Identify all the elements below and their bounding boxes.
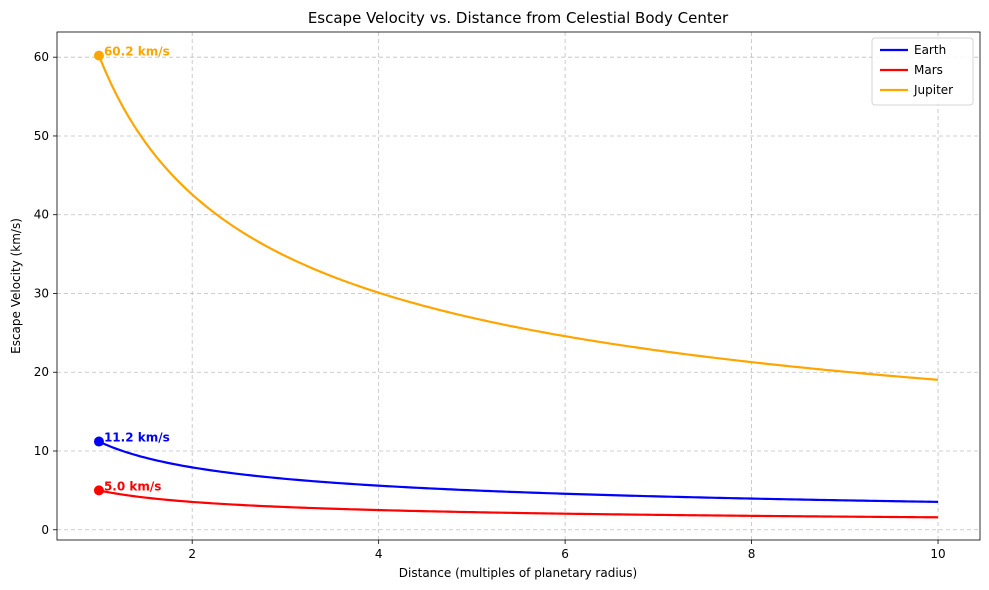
- surface-markers: 11.2 km/s 5.0 km/s 60.2 km/s: [93, 45, 170, 496]
- surface-annotation-jupiter: 60.2 km/s: [104, 45, 170, 59]
- x-tick-label: 2: [188, 547, 196, 561]
- legend-label-mars: Mars: [914, 63, 943, 77]
- plot-frame: [56, 31, 981, 541]
- series-line-jupiter: [97, 55, 939, 381]
- x-axis-label: Distance (multiples of planetary radius): [399, 566, 637, 580]
- series-line-earth: [98, 440, 939, 503]
- y-axis-label: Escape Velocity (km/s): [9, 218, 23, 354]
- surface-annotation-mars: 5.0 km/s: [104, 479, 161, 493]
- series-line-mars: [98, 489, 939, 519]
- y-tick-label: 40: [34, 208, 49, 222]
- surface-marker-mars: [93, 485, 104, 496]
- legend-box: [871, 37, 974, 106]
- legend-label-earth: Earth: [914, 43, 946, 57]
- axis-ticks: 2 4 6 8 10 0 10 20 30 40 50 60: [34, 50, 946, 561]
- surface-annotation-earth: 11.2 km/s: [104, 431, 170, 445]
- x-tick-label: 6: [561, 547, 569, 561]
- chart-title: Escape Velocity vs. Distance from Celest…: [308, 9, 729, 27]
- series-lines: [97, 55, 939, 519]
- grid: [57, 32, 980, 540]
- legend: Earth Mars Jupiter: [871, 37, 974, 106]
- surface-marker-jupiter: [93, 50, 104, 61]
- y-tick-label: 20: [34, 365, 49, 379]
- y-tick-label: 30: [34, 286, 49, 300]
- x-tick-label: 4: [375, 547, 383, 561]
- y-tick-label: 0: [41, 523, 49, 537]
- y-tick-label: 60: [34, 50, 49, 64]
- legend-label-jupiter: Jupiter: [913, 83, 953, 97]
- x-tick-label: 8: [748, 547, 756, 561]
- y-tick-label: 10: [34, 444, 49, 458]
- x-tick-label: 10: [930, 547, 945, 561]
- y-tick-label: 50: [34, 129, 49, 143]
- surface-marker-earth: [93, 436, 104, 447]
